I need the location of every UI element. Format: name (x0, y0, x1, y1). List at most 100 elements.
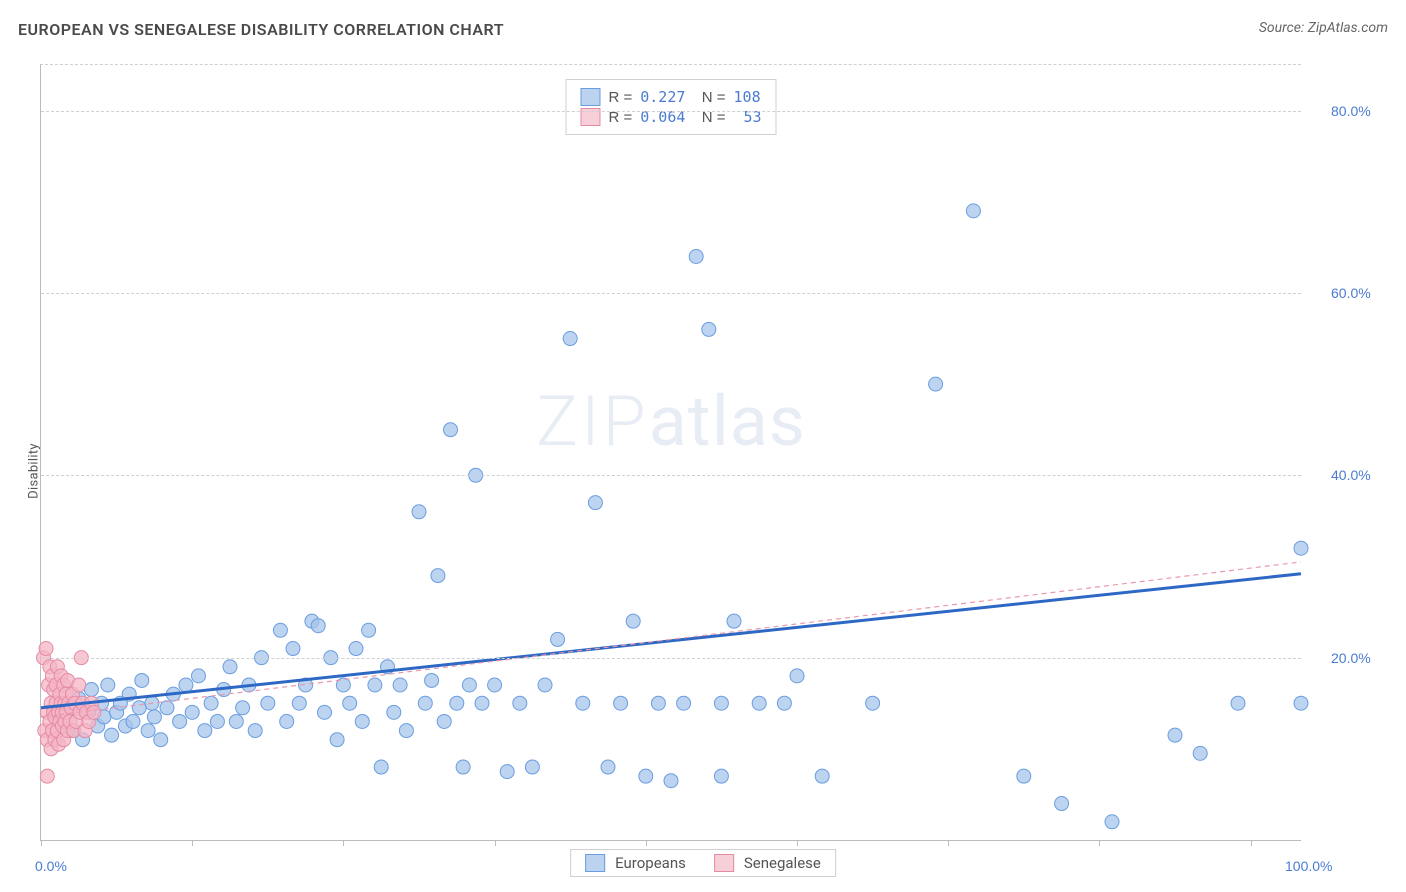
x-tick-label: 100.0% (1285, 858, 1332, 874)
scatter-point (651, 696, 665, 710)
scatter-point (777, 696, 791, 710)
scatter-point (374, 760, 388, 774)
scatter-point (677, 696, 691, 710)
regression-line (41, 574, 1301, 708)
scatter-point (185, 705, 199, 719)
scatter-point (929, 377, 943, 391)
scatter-point (500, 765, 514, 779)
scatter-point (286, 642, 300, 656)
scatter-point (601, 760, 615, 774)
scatter-point (664, 774, 678, 788)
scatter-point (418, 696, 432, 710)
scatter-point (84, 683, 98, 697)
scatter-point (456, 760, 470, 774)
scatter-point (752, 696, 766, 710)
swatch-icon (714, 854, 734, 872)
swatch-icon (585, 854, 605, 872)
x-tick-label: 0.0% (35, 858, 67, 874)
x-tick (1251, 840, 1252, 846)
scatter-point (72, 678, 86, 692)
scatter-point (273, 623, 287, 637)
plot-svg (41, 65, 1301, 840)
scatter-point (292, 696, 306, 710)
scatter-point (261, 696, 275, 710)
gridline (41, 658, 1301, 659)
scatter-point (790, 669, 804, 683)
y-tick-label: 40.0% (1331, 467, 1371, 483)
scatter-point (1017, 769, 1031, 783)
scatter-point (437, 714, 451, 728)
scatter-point (639, 769, 653, 783)
plot-area: ZIPatlas R = 0.227 N = 108 R = 0.064 N =… (40, 64, 1301, 841)
scatter-point (141, 724, 155, 738)
scatter-point (614, 696, 628, 710)
scatter-point (223, 660, 237, 674)
scatter-point (475, 696, 489, 710)
scatter-point (1231, 696, 1245, 710)
scatter-point (132, 701, 146, 715)
source-label: Source: ZipAtlas.com (1259, 20, 1388, 36)
scatter-point (349, 642, 363, 656)
legend-series-box: Europeans Senegalese (570, 849, 836, 877)
legend-label: Europeans (615, 854, 686, 872)
scatter-point (280, 714, 294, 728)
gridline (41, 111, 1301, 112)
scatter-point (399, 724, 413, 738)
x-tick (192, 840, 193, 846)
scatter-point (425, 673, 439, 687)
scatter-point (689, 249, 703, 263)
scatter-point (1294, 696, 1308, 710)
scatter-point (462, 678, 476, 692)
scatter-point (229, 714, 243, 728)
scatter-point (343, 696, 357, 710)
scatter-point (179, 678, 193, 692)
y-tick-label: 20.0% (1331, 650, 1371, 666)
scatter-point (444, 423, 458, 437)
x-tick (343, 840, 344, 846)
y-tick-label: 60.0% (1331, 285, 1371, 301)
scatter-point (387, 705, 401, 719)
scatter-point (198, 724, 212, 738)
scatter-point (248, 724, 262, 738)
x-tick (1099, 840, 1100, 846)
x-tick (646, 840, 647, 846)
scatter-point (563, 332, 577, 346)
chart-title: EUROPEAN VS SENEGALESE DISABILITY CORREL… (18, 20, 504, 39)
x-tick (41, 840, 42, 846)
scatter-point (588, 496, 602, 510)
scatter-point (40, 769, 54, 783)
y-tick-label: 80.0% (1331, 103, 1371, 119)
scatter-point (1294, 541, 1308, 555)
x-tick (797, 840, 798, 846)
scatter-point (412, 505, 426, 519)
scatter-point (87, 705, 101, 719)
scatter-point (815, 769, 829, 783)
scatter-point (154, 733, 168, 747)
scatter-point (393, 678, 407, 692)
regression-line (41, 562, 1301, 717)
gridline (41, 293, 1301, 294)
scatter-point (450, 696, 464, 710)
scatter-point (626, 614, 640, 628)
scatter-point (714, 769, 728, 783)
scatter-point (39, 642, 53, 656)
scatter-point (318, 705, 332, 719)
scatter-point (1055, 797, 1069, 811)
scatter-point (966, 204, 980, 218)
scatter-point (538, 678, 552, 692)
scatter-point (714, 696, 728, 710)
chart-container: Disability ZIPatlas R = 0.227 N = 108 R … (0, 50, 1406, 892)
x-tick (495, 840, 496, 846)
scatter-point (355, 714, 369, 728)
scatter-point (147, 710, 161, 724)
scatter-point (192, 669, 206, 683)
scatter-point (368, 678, 382, 692)
scatter-point (236, 701, 250, 715)
scatter-point (204, 696, 218, 710)
scatter-point (1105, 815, 1119, 829)
scatter-point (513, 696, 527, 710)
scatter-point (1193, 746, 1207, 760)
scatter-point (362, 623, 376, 637)
scatter-point (1168, 728, 1182, 742)
legend-label: Senegalese (744, 854, 821, 872)
